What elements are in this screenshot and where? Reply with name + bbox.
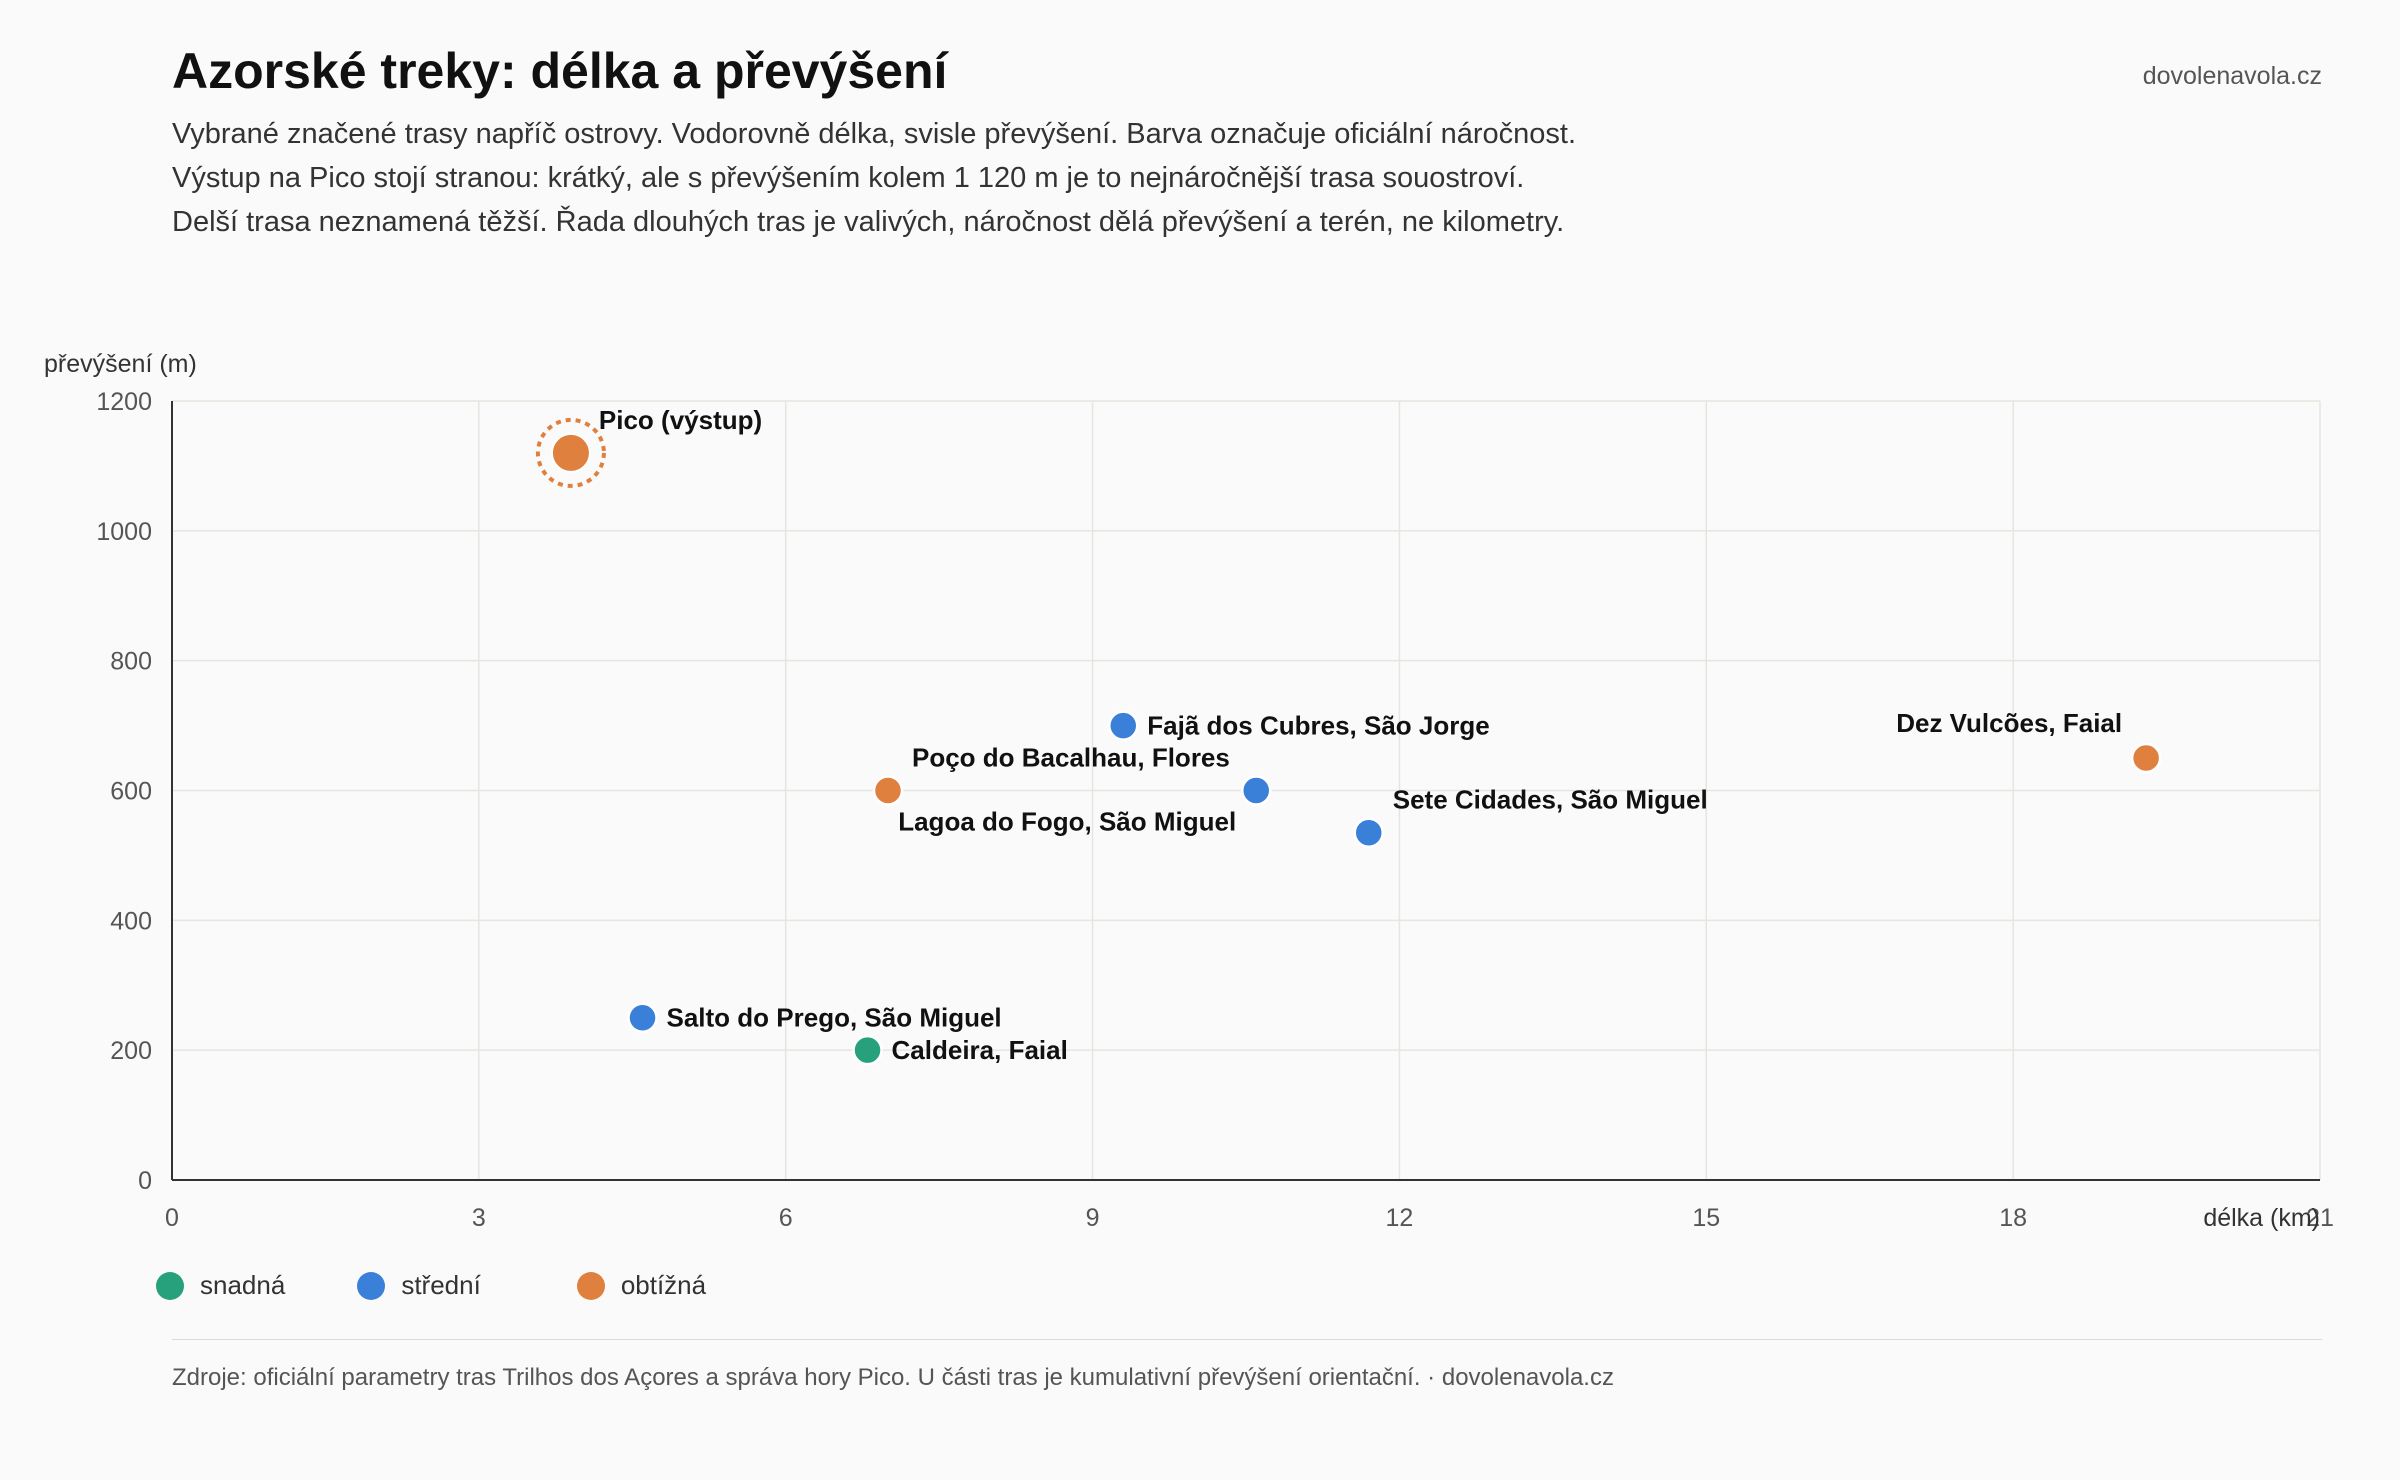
footer-divider — [172, 1339, 2322, 1340]
data-point — [550, 432, 591, 473]
chart-subtitle: Vybrané značené trasy napříč ostrovy. Vo… — [172, 112, 1576, 244]
point-label: Salto do Prego, São Miguel — [667, 1003, 1002, 1033]
legend-item-stredni: střední — [357, 1270, 481, 1301]
y-tick-label: 0 — [138, 1167, 152, 1195]
y-axis-title: převýšení (m) — [44, 350, 197, 378]
legend-label-obtizna: obtížná — [620, 1270, 707, 1300]
x-tick-label: 6 — [779, 1204, 793, 1232]
x-tick-label: 12 — [1386, 1204, 1414, 1232]
legend-label-stredni: střední — [401, 1270, 481, 1300]
data-point — [1240, 775, 1272, 806]
y-tick-label: 400 — [110, 907, 152, 935]
x-tick-label: 18 — [1999, 1204, 2027, 1232]
legend-swatch-stredni — [357, 1271, 386, 1300]
subtitle-line-3: Delší trasa neznamená těžší. Řada dlouhý… — [172, 206, 1565, 238]
x-tick-label: 0 — [165, 1204, 179, 1232]
data-point — [1353, 817, 1384, 848]
legend-label-snadna: snadná — [200, 1270, 286, 1300]
x-tick-label: 15 — [1692, 1204, 1720, 1232]
y-tick-label: 800 — [110, 648, 152, 676]
highlight-ring — [535, 417, 606, 488]
data-point — [1108, 710, 1139, 741]
x-tick-label: 21 — [2306, 1204, 2334, 1232]
x-tick-label: 9 — [1086, 1204, 1100, 1232]
y-tick-label: 200 — [110, 1037, 152, 1065]
x-tick-label: 3 — [472, 1204, 486, 1232]
y-tick-label: 1200 — [96, 388, 152, 416]
data-point — [852, 1034, 883, 1066]
chart-title: Azorské treky: délka a převýšení — [172, 43, 948, 99]
subtitle-line-2: Výstup na Pico stojí stranou: krátký, al… — [172, 162, 1525, 194]
data-point — [872, 775, 904, 806]
data-point — [627, 1002, 658, 1033]
point-label: Dez Vulcões, Faial — [1896, 708, 2122, 738]
y-tick-label: 600 — [110, 778, 152, 806]
point-label: Lagoa do Fogo, São Miguel — [898, 807, 1236, 837]
legend-item-obtizna: obtížná — [576, 1270, 707, 1301]
x-axis-title: délka (km) — [2203, 1204, 2320, 1232]
legend: snadná střední obtížná — [156, 1270, 706, 1301]
point-label: Caldeira, Faial — [892, 1035, 1068, 1065]
point-label: Poço do Bacalhau, Flores — [912, 743, 1230, 773]
legend-item-snadna: snadná — [156, 1270, 285, 1301]
legend-swatch-snadna — [156, 1271, 184, 1300]
subtitle-line-1: Vybrané značené trasy napříč ostrovy. Vo… — [172, 118, 1577, 150]
point-label: Pico (výstup) — [599, 405, 762, 435]
brand-link[interactable]: dovolenavola.cz — [2142, 62, 2322, 90]
data-point — [2130, 742, 2162, 774]
legend-swatch-obtizna — [576, 1271, 605, 1300]
point-label: Sete Cidades, São Miguel — [1393, 785, 1708, 815]
point-label: Fajã dos Cubres, São Jorge — [1147, 711, 1489, 741]
source-note: Zdroje: oficiální parametry tras Trilhos… — [172, 1364, 1614, 1391]
scatter-chart: 0 200 400 600 800 1000 1200 0 3 6 9 12 15 18 21 převýše… — [44, 350, 2334, 1232]
y-tick-label: 1000 — [96, 518, 152, 546]
